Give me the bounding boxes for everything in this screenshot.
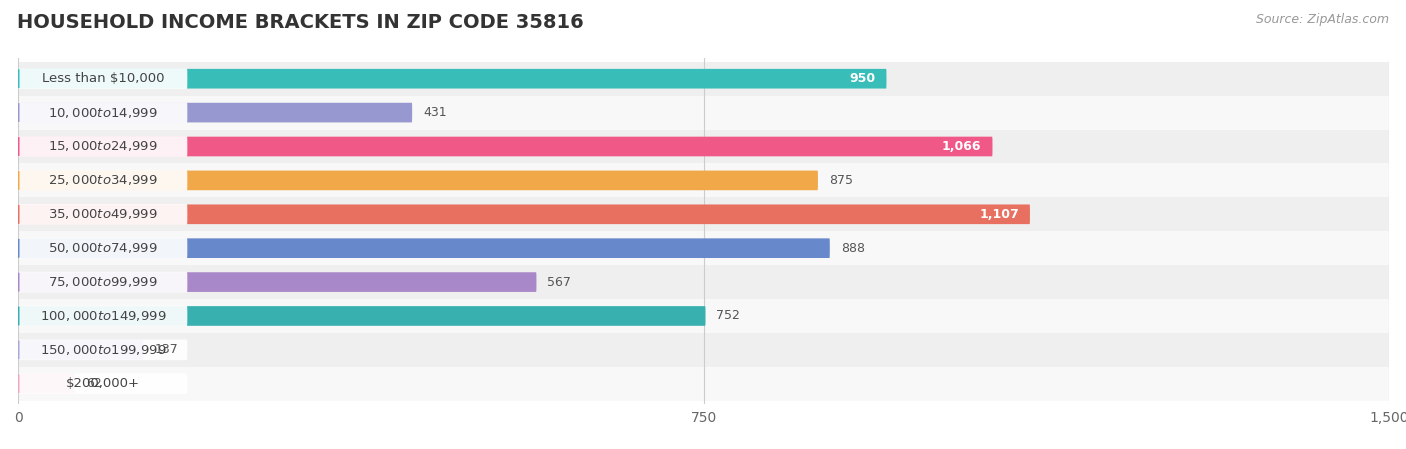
FancyBboxPatch shape [18,272,187,292]
Text: Source: ZipAtlas.com: Source: ZipAtlas.com [1256,13,1389,26]
FancyBboxPatch shape [18,68,187,89]
Bar [0,265,1406,299]
FancyBboxPatch shape [18,69,886,88]
Text: $35,000 to $49,999: $35,000 to $49,999 [48,207,157,221]
FancyBboxPatch shape [18,204,1031,224]
Text: $100,000 to $149,999: $100,000 to $149,999 [39,309,166,323]
FancyBboxPatch shape [18,306,187,326]
FancyBboxPatch shape [18,170,187,191]
Bar [0,62,1406,96]
FancyBboxPatch shape [18,306,706,326]
Text: 1,107: 1,107 [979,208,1019,221]
FancyBboxPatch shape [18,102,187,123]
Text: 1,066: 1,066 [942,140,981,153]
Text: $10,000 to $14,999: $10,000 to $14,999 [48,106,157,119]
Bar [0,163,1406,198]
Text: $50,000 to $74,999: $50,000 to $74,999 [48,241,157,255]
FancyBboxPatch shape [18,136,993,156]
Text: $25,000 to $34,999: $25,000 to $34,999 [48,173,157,187]
FancyBboxPatch shape [18,272,537,292]
Bar [0,333,1406,367]
FancyBboxPatch shape [18,340,143,360]
FancyBboxPatch shape [18,204,187,224]
Text: 62: 62 [86,377,101,390]
FancyBboxPatch shape [18,374,75,394]
Text: 950: 950 [849,72,876,85]
FancyBboxPatch shape [18,374,187,394]
Text: 888: 888 [841,242,865,255]
FancyBboxPatch shape [18,238,830,258]
Text: $200,000+: $200,000+ [66,377,141,390]
Text: $15,000 to $24,999: $15,000 to $24,999 [48,140,157,154]
FancyBboxPatch shape [18,238,187,259]
Text: Less than $10,000: Less than $10,000 [42,72,165,85]
Text: $150,000 to $199,999: $150,000 to $199,999 [39,343,166,357]
Bar [0,96,1406,130]
FancyBboxPatch shape [18,136,187,157]
Text: 431: 431 [423,106,447,119]
Text: 137: 137 [155,343,179,357]
FancyBboxPatch shape [18,103,412,123]
FancyBboxPatch shape [18,339,187,360]
Bar [0,299,1406,333]
Text: $75,000 to $99,999: $75,000 to $99,999 [48,275,157,289]
Text: 875: 875 [830,174,853,187]
Bar [0,130,1406,163]
FancyBboxPatch shape [18,171,818,190]
Text: HOUSEHOLD INCOME BRACKETS IN ZIP CODE 35816: HOUSEHOLD INCOME BRACKETS IN ZIP CODE 35… [17,13,583,32]
Bar [0,367,1406,401]
Text: 752: 752 [717,309,741,322]
Bar [0,231,1406,265]
Bar [0,198,1406,231]
Text: 567: 567 [547,276,571,289]
